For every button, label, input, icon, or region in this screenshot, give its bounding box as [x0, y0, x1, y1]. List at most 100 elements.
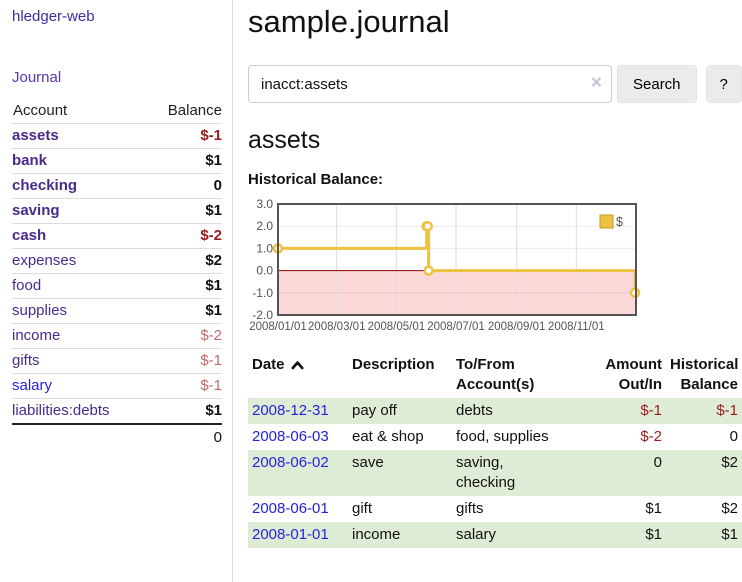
transaction-description: eat & shop: [352, 428, 424, 445]
svg-text:$: $: [616, 215, 623, 229]
transaction-description: gift: [352, 500, 373, 517]
sidebar-account-link[interactable]: saving: [12, 202, 60, 219]
svg-text:3.0: 3.0: [256, 197, 273, 211]
sidebar-account-link[interactable]: liabilities:debts: [12, 402, 110, 419]
transaction-accounts: debts: [456, 402, 493, 419]
accounts-header-row: Account Balance: [12, 99, 222, 124]
account-balance: $-1: [200, 352, 222, 369]
transaction-accounts: gifts: [456, 500, 484, 517]
account-balance: $-1: [200, 127, 222, 144]
accounts-total-value: 0: [213, 429, 222, 446]
page-title: sample.journal: [248, 4, 450, 39]
transaction-date-cell: 2008-01-01: [248, 522, 348, 548]
account-row: income $-2: [12, 323, 222, 349]
account-balance: $-2: [200, 227, 222, 244]
register-row: 2008-06-02 save saving, checking 0 $2: [248, 450, 742, 496]
svg-text:2008/03/01: 2008/03/01: [308, 321, 366, 333]
sidebar-account-link[interactable]: bank: [12, 152, 48, 169]
balance-chart: $3.0 2.0 1.0 0.0 -1.0 -2.0 2008/01/01 2008/03/0…: [248, 197, 742, 338]
transaction-date-link[interactable]: 2008-12-31: [252, 402, 329, 419]
transaction-amount: $-1: [640, 402, 662, 419]
help-button[interactable]: ?: [705, 65, 742, 103]
svg-text:2008/05/01: 2008/05/01: [368, 321, 426, 333]
transaction-amount: $1: [645, 500, 662, 517]
register-row: 2008-12-31 pay off debts $-1 $-1: [248, 398, 742, 424]
transaction-accounts: saving, checking: [456, 454, 516, 491]
search-form: × Search ?: [248, 65, 742, 103]
transaction-balance: 0: [729, 428, 738, 445]
app-title-link[interactable]: hledger-web: [12, 8, 95, 25]
transaction-balance: $1: [721, 526, 738, 543]
transaction-description: pay off: [352, 402, 397, 419]
nav-journal-link[interactable]: Journal: [12, 69, 62, 86]
accounts-table-body: assets $-1 bank $1 checking 0 saving $1 cash $-2 e…: [12, 123, 222, 425]
transaction-balance: $-1: [716, 402, 738, 419]
sidebar-account-link[interactable]: assets: [12, 127, 59, 144]
svg-text:-1.0: -1.0: [252, 286, 273, 300]
account-heading: assets: [248, 126, 321, 154]
transaction-accounts: food, supplies: [456, 428, 549, 445]
account-row: checking 0: [12, 173, 222, 199]
transaction-date-cell: 2008-12-31: [248, 398, 348, 424]
sidebar-account-link[interactable]: expenses: [12, 252, 77, 269]
account-row: cash $-2: [12, 223, 222, 249]
register-col-date-label: Date: [252, 356, 285, 373]
sort-ascending-icon: [290, 361, 304, 370]
register-row: 2008-06-01 gift gifts $1 $2: [248, 496, 742, 522]
account-balance: $-1: [200, 377, 222, 394]
account-row: food $1: [12, 273, 222, 299]
sidebar-account-link[interactable]: income: [12, 327, 61, 344]
main-content: sample.journal × Search ? assets Histori…: [233, 0, 742, 582]
account-row: liabilities:debts $1: [12, 398, 222, 425]
search-input-wrap: ×: [248, 65, 612, 103]
sidebar-account-link[interactable]: checking: [12, 177, 78, 194]
register-col-amount: Amount Out/In: [605, 356, 662, 393]
account-row: expenses $2: [12, 248, 222, 274]
transaction-accounts: salary: [456, 526, 497, 543]
transaction-date-link[interactable]: 2008-06-03: [252, 428, 329, 445]
transaction-balance: $2: [721, 500, 738, 517]
transaction-date-cell: 2008-06-03: [248, 424, 348, 450]
sidebar-account-link[interactable]: salary: [12, 377, 53, 394]
svg-text:0.0: 0.0: [256, 264, 273, 278]
transaction-description: save: [352, 454, 384, 471]
transaction-amount: $-2: [640, 428, 662, 445]
svg-text:-2.0: -2.0: [252, 308, 273, 322]
transaction-date-cell: 2008-06-02: [248, 450, 348, 496]
accounts-col-account: Account: [13, 102, 68, 119]
account-balance: $1: [205, 302, 222, 319]
account-balance: $1: [205, 202, 222, 219]
svg-text:2008/01/01: 2008/01/01: [249, 321, 307, 333]
register-table: Date Description To/From Account(s) Amou…: [248, 352, 742, 548]
sidebar-account-link[interactable]: cash: [12, 227, 47, 244]
clear-search-icon[interactable]: ×: [590, 72, 602, 94]
transaction-date-link[interactable]: 2008-06-01: [252, 500, 329, 517]
register-col-description: Description: [352, 356, 435, 373]
search-input[interactable]: [248, 65, 612, 103]
svg-text:2008/07/01: 2008/07/01: [427, 321, 485, 333]
account-row: assets $-1: [12, 123, 222, 149]
accounts-table: Account Balance assets $-1 bank $1 checking 0…: [12, 99, 222, 451]
accounts-col-balance: Balance: [167, 102, 222, 119]
transaction-date-link[interactable]: 2008-06-02: [252, 454, 329, 471]
account-balance: $1: [205, 277, 222, 294]
transaction-description: income: [352, 526, 401, 543]
account-balance: $-2: [200, 327, 222, 344]
transaction-balance: $2: [721, 454, 738, 471]
register-header-row: Date Description To/From Account(s) Amou…: [248, 352, 742, 398]
account-balance: $1: [205, 402, 222, 419]
search-button[interactable]: Search: [617, 65, 697, 103]
sidebar-account-link[interactable]: gifts: [12, 352, 40, 369]
sidebar-account-link[interactable]: food: [12, 277, 42, 294]
svg-text:1.0: 1.0: [256, 241, 273, 255]
transaction-date-link[interactable]: 2008-01-01: [252, 526, 329, 543]
transaction-date-cell: 2008-06-01: [248, 496, 348, 522]
register-col-date[interactable]: Date: [248, 352, 348, 398]
account-balance: $1: [205, 152, 222, 169]
account-row: saving $1: [12, 198, 222, 224]
sidebar-account-link[interactable]: supplies: [12, 302, 68, 319]
transaction-amount: 0: [653, 454, 662, 471]
svg-text:2.0: 2.0: [256, 219, 273, 233]
